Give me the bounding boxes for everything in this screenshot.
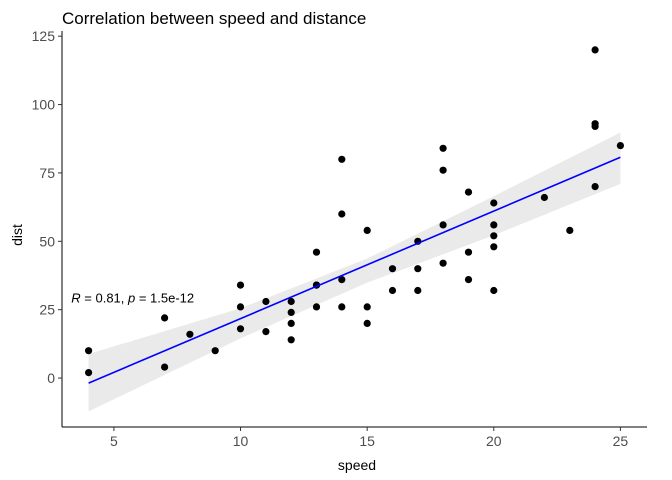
chart-title: Correlation between speed and distance (62, 9, 366, 28)
plot-area (85, 46, 625, 412)
x-axis-label: speed (338, 457, 376, 473)
data-point-39 (490, 286, 498, 295)
y-ticks: 0 25 50 75 100 125 (32, 28, 62, 386)
data-point-13 (287, 319, 295, 327)
data-point-22 (338, 210, 346, 218)
x-tick-label-5: 5 (110, 433, 118, 449)
data-point-45 (566, 226, 574, 234)
x-tick-label-25: 25 (613, 433, 629, 449)
data-point-19 (312, 248, 321, 256)
data-point-4 (161, 314, 169, 322)
r-symbol: R (71, 291, 80, 306)
data-point-12 (287, 336, 295, 344)
y-tick-label-25: 25 (39, 302, 55, 318)
data-point-5 (186, 330, 194, 338)
data-point-11 (262, 297, 270, 306)
y-axis: 0 25 50 75 100 125 (32, 28, 63, 427)
data-point-48 (591, 120, 599, 128)
data-point-24 (363, 319, 371, 327)
data-point-29 (414, 286, 422, 295)
data-point-37 (464, 248, 473, 256)
p-value: = 1.5e-12 (135, 291, 194, 306)
data-point-38 (464, 188, 473, 196)
confidence-band (88, 132, 621, 412)
data-point-26 (363, 226, 371, 234)
data-point-32 (439, 259, 447, 267)
data-point-1 (85, 369, 93, 377)
data-point-16 (312, 303, 321, 311)
y-tick-label-100: 100 (32, 97, 56, 113)
x-tick-label-20: 20 (486, 433, 502, 449)
y-tick-label-125: 125 (32, 28, 56, 44)
data-point-46 (591, 183, 599, 191)
r-value: = 0.81, (81, 291, 128, 306)
data-point-42 (490, 221, 498, 229)
data-point-33 (439, 221, 447, 229)
y-tick-label-0: 0 (47, 370, 55, 386)
y-tick-label-75: 75 (39, 165, 55, 181)
data-point-25 (363, 303, 371, 311)
data-point-34 (439, 166, 447, 174)
x-tick-label-10: 10 (233, 433, 249, 449)
data-point-7 (236, 325, 245, 333)
data-point-30 (414, 265, 422, 273)
data-point-35 (439, 144, 447, 152)
data-point-20 (338, 303, 346, 311)
data-point-6 (211, 347, 219, 355)
y-axis-label: dist (9, 224, 25, 246)
x-tick-label-15: 15 (359, 433, 375, 449)
data-point-43 (490, 199, 498, 207)
data-point-50 (616, 142, 625, 150)
data-points (85, 46, 625, 377)
x-axis: 5 10 15 20 25 (62, 426, 647, 449)
data-point-27 (388, 286, 397, 295)
data-point-3 (161, 363, 169, 371)
regression-line (88, 156, 621, 384)
p-symbol: p (127, 291, 135, 306)
data-point-36 (464, 276, 473, 284)
data-point-41 (490, 232, 498, 240)
data-point-23 (338, 155, 346, 163)
correlation-annotation: R = 0.81, p = 1.5e-12 (71, 291, 194, 306)
data-point-2 (85, 347, 93, 355)
data-point-10 (262, 328, 270, 336)
x-ticks: 5 10 15 20 25 (110, 427, 628, 449)
data-point-14 (287, 308, 295, 316)
data-point-8 (236, 303, 245, 311)
data-point-21 (338, 276, 346, 284)
data-point-44 (540, 193, 549, 202)
data-point-15 (287, 297, 295, 306)
y-tick-label-50: 50 (39, 233, 55, 249)
data-point-28 (388, 265, 397, 273)
data-point-49 (591, 46, 599, 54)
data-point-9 (236, 281, 245, 289)
data-point-40 (490, 243, 498, 251)
